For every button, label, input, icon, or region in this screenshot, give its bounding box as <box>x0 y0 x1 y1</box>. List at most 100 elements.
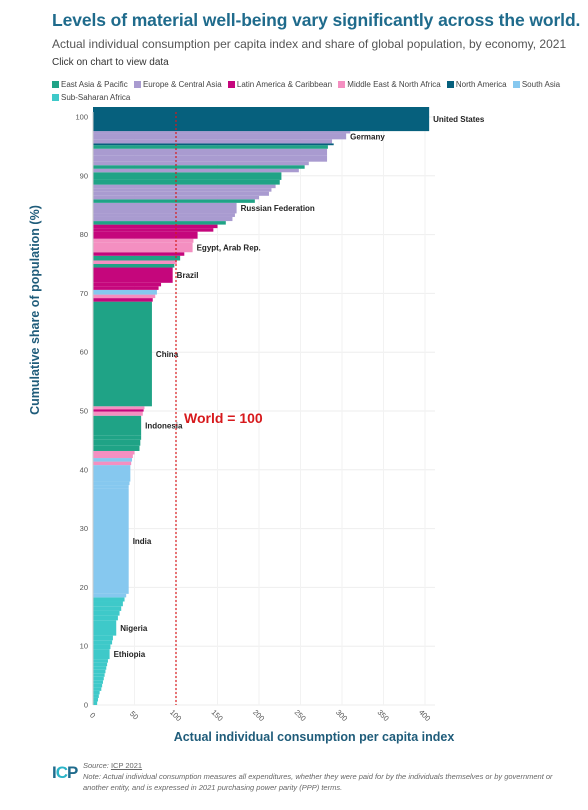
data-bar[interactable] <box>93 485 129 489</box>
data-bar[interactable] <box>93 640 113 645</box>
data-bar[interactable] <box>93 694 99 698</box>
data-bar[interactable] <box>93 145 328 149</box>
legend-item-eca[interactable]: Europe & Central Asia <box>133 78 222 91</box>
data-bar[interactable] <box>93 615 118 621</box>
data-bar[interactable] <box>93 267 173 283</box>
data-bar[interactable] <box>93 161 309 166</box>
data-bar[interactable] <box>93 199 255 203</box>
legend-item-eap[interactable]: East Asia & Pacific <box>52 78 128 91</box>
data-bar[interactable] <box>93 165 305 169</box>
data-bar[interactable] <box>93 406 145 410</box>
data-bar[interactable] <box>93 221 226 225</box>
data-bar[interactable] <box>93 188 272 192</box>
legend-item-ssa[interactable]: Sub-Saharan Africa <box>52 91 130 104</box>
click-hint: Click on chart to view data <box>52 57 169 68</box>
data-bar[interactable] <box>93 610 120 616</box>
data-bar[interactable] <box>93 669 106 674</box>
x-tick-label: 300 <box>334 708 349 723</box>
data-bar[interactable] <box>93 191 269 196</box>
data-bar[interactable] <box>93 131 351 134</box>
data-bar[interactable] <box>93 231 198 239</box>
data-bar[interactable] <box>93 252 185 256</box>
data-bar[interactable] <box>93 597 125 602</box>
data-bar[interactable] <box>93 683 103 688</box>
data-bar[interactable] <box>93 264 175 268</box>
legend-item-na[interactable]: North America <box>446 78 507 91</box>
data-bar[interactable] <box>93 289 157 295</box>
data-bar[interactable] <box>93 439 141 446</box>
data-bar[interactable] <box>93 662 108 667</box>
bar-label: Brazil <box>177 271 199 280</box>
data-bar[interactable] <box>93 179 280 185</box>
legend-item-sa[interactable]: South Asia <box>512 78 560 91</box>
data-bar[interactable] <box>93 649 110 660</box>
x-tick-label: 100 <box>168 708 183 723</box>
data-bar[interactable] <box>93 659 108 663</box>
data-bar[interactable] <box>93 172 282 180</box>
data-bar[interactable] <box>93 133 347 140</box>
data-bar[interactable] <box>93 644 111 650</box>
legend-swatch <box>133 81 141 88</box>
data-bar[interactable] <box>93 411 143 416</box>
legend-label: Latin America & Caribbean <box>236 80 333 89</box>
data-bar[interactable] <box>93 701 98 705</box>
data-bar[interactable] <box>93 298 153 302</box>
data-bar[interactable] <box>93 107 430 132</box>
data-bar[interactable] <box>93 601 123 607</box>
y-tick-label: 60 <box>80 348 88 357</box>
data-bar[interactable] <box>93 593 127 598</box>
data-bar[interactable] <box>93 242 193 253</box>
data-bar[interactable] <box>93 458 133 462</box>
data-bar[interactable] <box>93 450 135 455</box>
data-bar[interactable] <box>93 481 130 486</box>
data-bar[interactable] <box>93 676 104 681</box>
legend-item-mna[interactable]: Middle East & North Africa <box>338 78 441 91</box>
data-bar[interactable] <box>93 228 214 232</box>
data-bar[interactable] <box>93 294 156 299</box>
data-bar[interactable] <box>93 409 144 412</box>
legend-item-lac[interactable]: Latin America & Caribbean <box>227 78 333 91</box>
data-bar[interactable] <box>93 255 181 261</box>
data-bar[interactable] <box>93 148 328 156</box>
data-bar[interactable] <box>93 606 122 611</box>
data-bar[interactable] <box>93 282 162 287</box>
data-bar[interactable] <box>93 213 235 217</box>
chart-canvas[interactable]: 0 10 20 30 40 50 60 70 80 90 100 0 50 100 150 200 250 300… <box>0 0 588 740</box>
data-bar[interactable] <box>93 155 328 162</box>
data-bar[interactable] <box>93 488 129 594</box>
data-bar[interactable] <box>93 620 117 636</box>
x-tick-label: 250 <box>293 708 308 723</box>
legend-swatch <box>338 81 346 88</box>
source-link[interactable]: ICP 2021 <box>110 761 143 770</box>
data-bar[interactable] <box>93 216 233 222</box>
icp-logo: ICP <box>52 763 78 782</box>
data-bar[interactable] <box>93 260 177 264</box>
legend-swatch <box>52 94 59 101</box>
data-bar[interactable] <box>93 454 133 459</box>
y-axis-label: Cumulative share of population (%) <box>28 205 42 415</box>
data-bar[interactable] <box>93 635 113 641</box>
data-bar[interactable] <box>93 461 132 466</box>
data-bar[interactable] <box>93 465 131 482</box>
data-bar[interactable] <box>93 184 276 189</box>
bar-label: Egypt, Arab Rep. <box>197 244 261 253</box>
data-bar[interactable] <box>93 697 98 702</box>
data-bar[interactable] <box>93 680 103 684</box>
data-bar[interactable] <box>93 690 100 695</box>
data-bar[interactable] <box>93 224 218 229</box>
data-bar[interactable] <box>93 666 107 670</box>
data-bar[interactable] <box>93 168 299 173</box>
data-bar[interactable] <box>93 415 142 436</box>
data-bar[interactable] <box>93 286 159 290</box>
data-bar[interactable] <box>93 139 333 144</box>
data-bar[interactable] <box>93 143 334 146</box>
data-bar[interactable] <box>93 238 194 243</box>
data-bar[interactable] <box>93 301 152 407</box>
data-bar[interactable] <box>93 673 105 677</box>
data-bar[interactable] <box>93 435 142 440</box>
bar-label: Russian Federation <box>241 204 315 213</box>
data-bar[interactable] <box>93 687 102 691</box>
data-bar[interactable] <box>93 202 237 214</box>
data-bar[interactable] <box>93 445 140 451</box>
y-tick-label: 80 <box>80 230 88 239</box>
